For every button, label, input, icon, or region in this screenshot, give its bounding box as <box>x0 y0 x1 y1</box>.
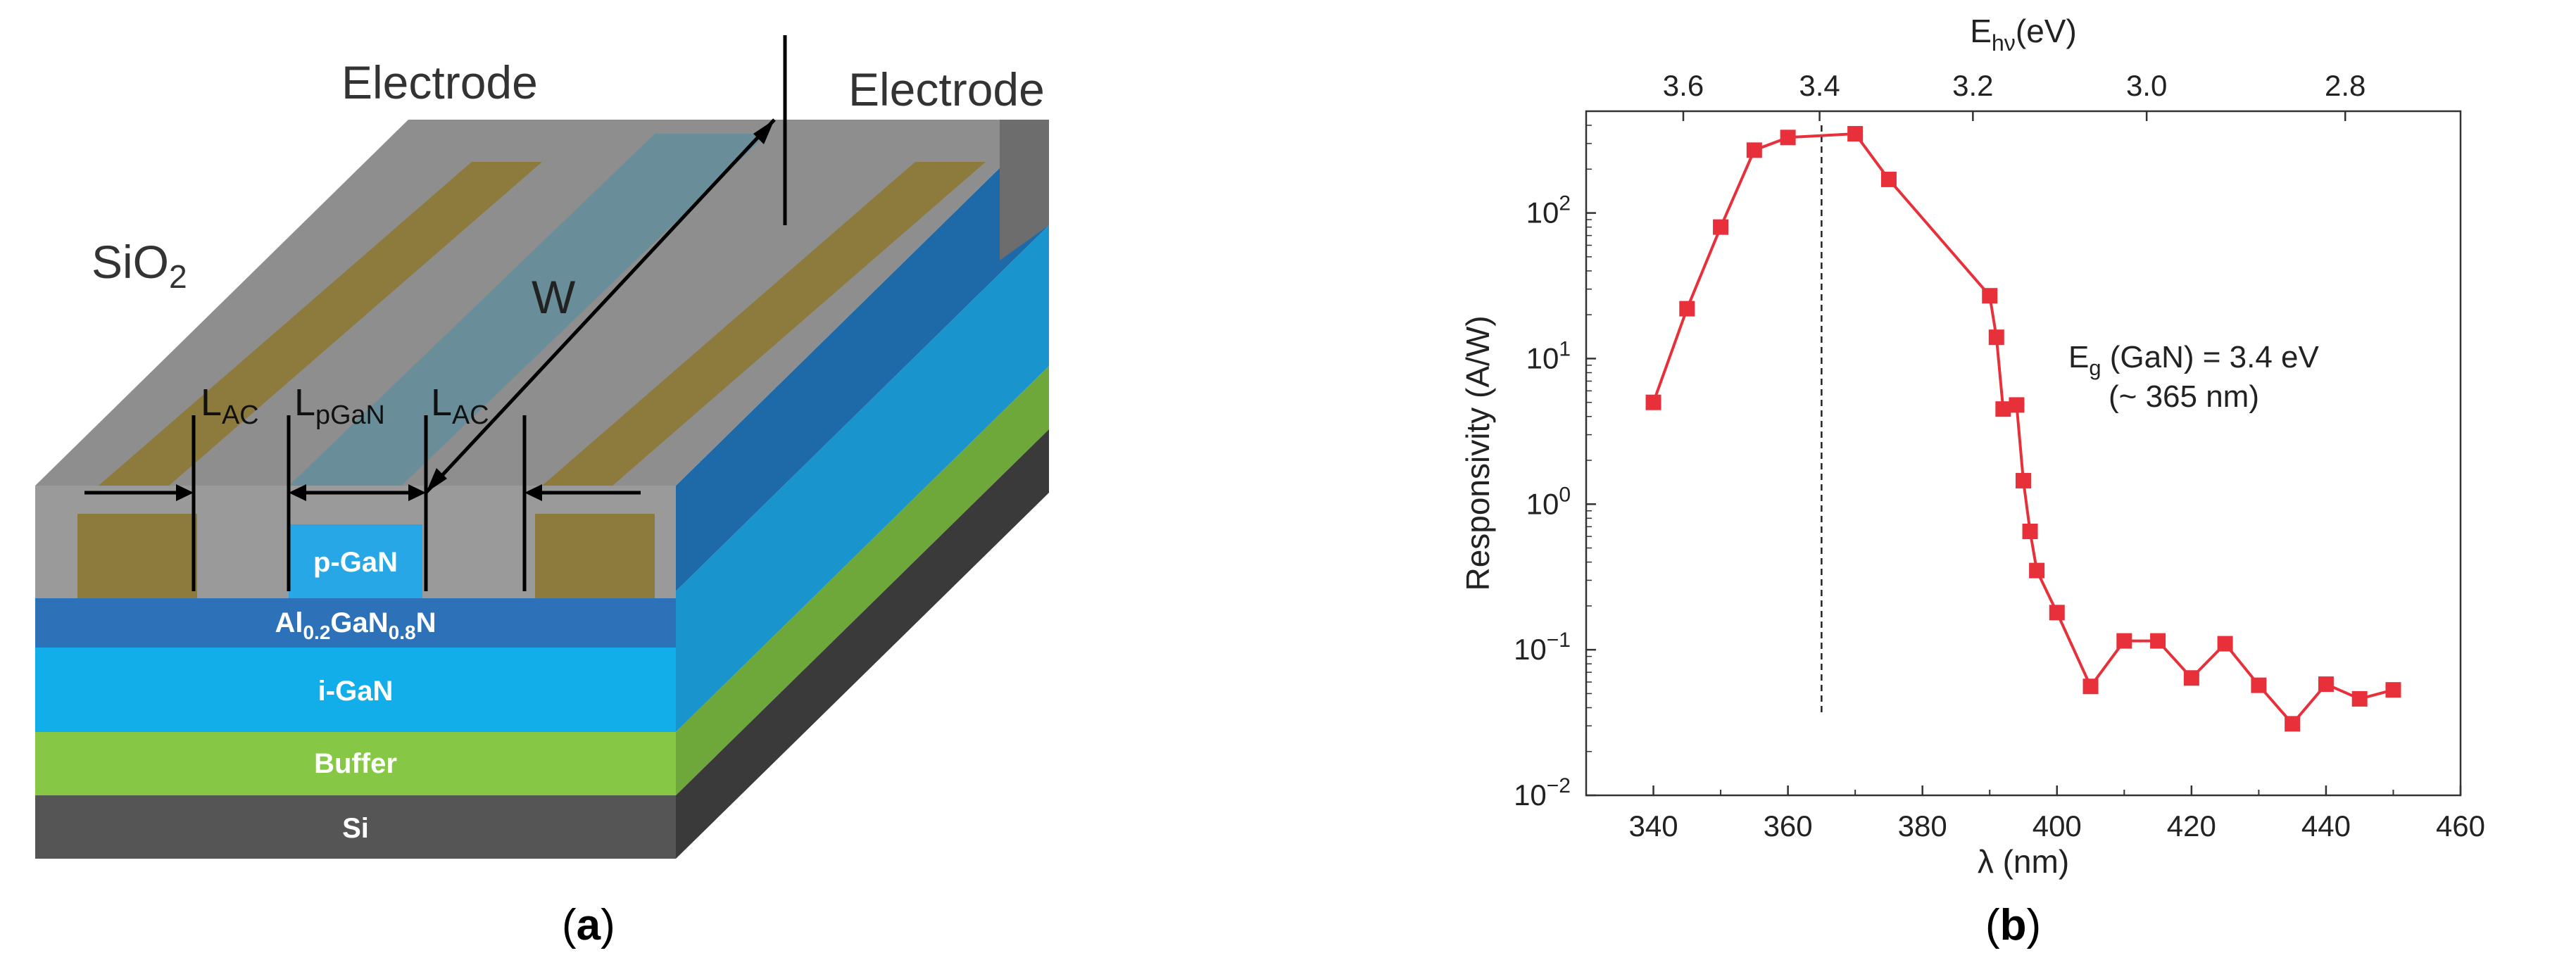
data-point <box>2217 636 2233 652</box>
dim-arrow-2-head-right <box>408 484 426 501</box>
layer-si-label: Si <box>342 813 369 844</box>
x-tick-label: 440 <box>2301 809 2351 842</box>
electrode-right-front <box>535 514 655 598</box>
bandgap-annotation-line1: Eg (GaN) = 3.4 eV <box>2068 340 2320 380</box>
layer-pgan-front <box>289 524 422 598</box>
layer-pgan-label: p-GaN <box>313 547 398 578</box>
stack-side-pgan <box>676 120 1049 591</box>
x-tick-label: 340 <box>1628 809 1678 842</box>
bandgap-annotation-line2: (~ 365 nm) <box>2109 379 2259 414</box>
dim-arrow-1-head <box>176 484 194 501</box>
x-tick-label: 360 <box>1764 809 1813 842</box>
y-tick-label: 10−2 <box>1514 774 1571 812</box>
y-tick-label: 100 <box>1526 483 1571 520</box>
layer-algan-front <box>35 598 676 648</box>
top-tick-label: 3.4 <box>1799 69 1840 102</box>
data-point <box>1780 130 1796 146</box>
stack-side-ign <box>676 225 1049 732</box>
sio2-label: SiO2 <box>92 236 187 295</box>
stack-side-buffer <box>676 366 1049 795</box>
data-point <box>2029 562 2045 579</box>
stack-side-si <box>676 429 1049 859</box>
y-tick-label: 102 <box>1526 192 1571 229</box>
layer-ign-label: i-GaN <box>318 676 394 707</box>
top-tick-label: 3.0 <box>2126 69 2167 102</box>
dim-arrow-3-head <box>524 484 542 501</box>
electrode-left-label: Electrode <box>341 56 538 108</box>
data-point <box>2009 397 2025 413</box>
data-point <box>1645 394 1661 410</box>
x-tick-label: 380 <box>1898 809 1947 842</box>
data-point <box>1880 171 1897 187</box>
electrode-left-top <box>99 162 542 486</box>
y-axis-ticks: 10−2 10−1 100 101 102 <box>1514 111 1596 812</box>
plot-frame <box>1585 110 2462 797</box>
data-point <box>2150 633 2166 649</box>
top-tick-label: 3.6 <box>1663 69 1704 102</box>
l-ac-left-label: LAC <box>201 381 259 430</box>
x-tick-label: 420 <box>2167 809 2216 842</box>
data-point <box>2016 472 2031 488</box>
layer-algan-label: Al0.2GaN0.8N <box>275 607 436 643</box>
data-point <box>1679 301 1695 317</box>
top-axis-title: Ehν(eV) <box>1970 13 2077 56</box>
top-axis-ticks: 3.6 3.4 3.2 3.0 2.8 <box>1663 69 2365 121</box>
responsivity-chart: 340 360 380 400 420 440 460 10−210−1100101102 … <box>1459 13 2485 949</box>
layer-ign-front <box>35 648 676 732</box>
data-point <box>2116 633 2132 649</box>
top-tick-label: 2.8 <box>2325 69 2365 102</box>
layer-buffer-front <box>35 732 676 795</box>
panel-a-caption: (a) <box>562 901 615 949</box>
layer-buffer-label: Buffer <box>314 748 397 779</box>
electrode-right-top <box>542 162 986 486</box>
dim-arrow-2-head-left <box>289 484 306 501</box>
width-arrow <box>425 118 776 494</box>
data-point <box>2285 716 2301 732</box>
l-pgan-label: LpGaN <box>294 381 385 430</box>
data-point <box>2251 677 2267 693</box>
data-point <box>2049 605 2065 621</box>
x-tick-label: 400 <box>2032 809 2082 842</box>
data-point <box>2183 670 2199 686</box>
x-axis-title: λ (nm) <box>1978 843 2069 880</box>
responsivity-series-points <box>1645 126 2401 732</box>
data-point <box>2082 678 2099 695</box>
panel-a: p-GaN Al0.2GaN0.8N i-GaN Buffer Si Elect… <box>35 35 1049 949</box>
y-axis-title: Responsivity (A/W) <box>1459 315 1496 591</box>
data-point <box>1746 142 1762 158</box>
data-point <box>1982 288 1998 304</box>
width-arrow-head-bottom <box>426 468 447 493</box>
data-point <box>1995 401 2011 417</box>
layer-si-front <box>35 795 676 859</box>
data-point <box>2351 690 2368 707</box>
data-point <box>1988 329 2004 346</box>
electrode-left-front <box>77 514 197 598</box>
device-schematic: p-GaN Al0.2GaN0.8N i-GaN Buffer Si Elect… <box>35 35 1049 949</box>
data-point <box>2022 523 2038 539</box>
y-tick-label: 101 <box>1526 337 1571 374</box>
y-tick-label: 10−1 <box>1514 629 1571 666</box>
width-arrow-head-top <box>753 120 774 144</box>
panel-b-caption: (b) <box>1985 901 2041 949</box>
sio2-right-edge <box>1000 120 1049 260</box>
data-point <box>1713 219 1729 235</box>
responsivity-series-line <box>1652 132 2394 726</box>
x-tick-label: 460 <box>2436 809 2485 842</box>
data-point <box>2318 676 2334 693</box>
channel-top <box>282 134 767 493</box>
width-label: W <box>532 271 576 323</box>
panel-b: 340 360 380 400 420 440 460 10−2 10−1 100 101 102 … <box>1338 0 2576 968</box>
l-ac-right-label: LAC <box>431 381 489 430</box>
data-point <box>1847 126 1864 142</box>
top-tick-label: 3.2 <box>1952 69 1993 102</box>
electrode-right-label: Electrode <box>848 63 1045 115</box>
data-point <box>2385 682 2401 698</box>
x-axis-ticks: 340 360 380 400 420 440 460 <box>1585 785 2485 842</box>
